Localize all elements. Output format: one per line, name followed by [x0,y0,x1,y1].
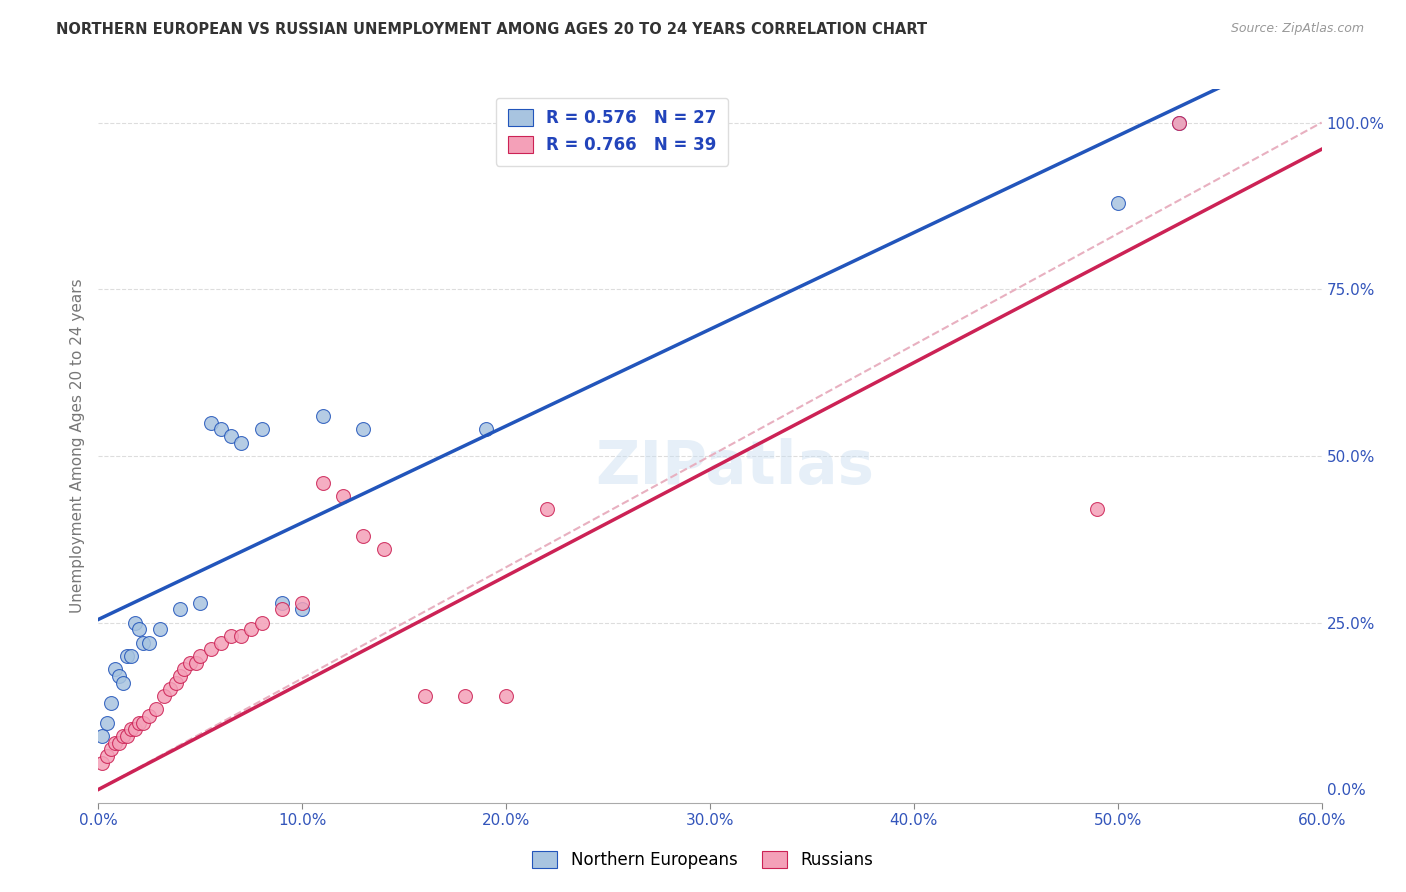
Point [96,715,118,730]
Point [91,756,114,770]
Point [173,662,195,676]
Legend: R = 0.576   N = 27, R = 0.766   N = 39: R = 0.576 N = 27, R = 0.766 N = 39 [496,97,728,166]
Point [169,669,191,683]
Point [200,642,222,657]
Point [179,656,201,670]
Point [138,709,160,723]
Legend: Northern Europeans, Russians: Northern Europeans, Russians [523,841,883,880]
Point [332,489,354,503]
Point [115,649,138,664]
Point [91,729,114,743]
Point [128,715,150,730]
Point [128,623,150,637]
Point [149,623,172,637]
Point [138,636,160,650]
Point [115,729,138,743]
Point [209,636,232,650]
Point [108,669,131,683]
Point [96,749,118,764]
Point [159,682,181,697]
Point [100,742,122,756]
Point [231,629,253,643]
Point [169,602,191,616]
Point [312,409,335,423]
Point [352,422,374,436]
Point [219,429,242,443]
Point [312,475,335,490]
Point [104,736,127,750]
Point [352,529,374,543]
Point [219,629,242,643]
Point [132,636,155,650]
Point [413,689,436,703]
Point [165,675,187,690]
Y-axis label: Unemployment Among Ages 20 to 24 years: Unemployment Among Ages 20 to 24 years [69,278,84,614]
Point [270,596,294,610]
Point [291,602,314,616]
Point [1167,115,1189,129]
Text: Source: ZipAtlas.com: Source: ZipAtlas.com [1230,22,1364,36]
Point [120,723,142,737]
Point [209,422,232,436]
Point [250,615,273,630]
Point [1085,502,1108,516]
Point [188,649,212,664]
Point [145,702,167,716]
Point [186,656,208,670]
Point [240,623,263,637]
Point [124,723,146,737]
Point [152,689,174,703]
Point [1107,195,1129,210]
Point [536,502,558,516]
Point [100,696,122,710]
Text: NORTHERN EUROPEAN VS RUSSIAN UNEMPLOYMENT AMONG AGES 20 TO 24 YEARS CORRELATION : NORTHERN EUROPEAN VS RUSSIAN UNEMPLOYMEN… [56,22,928,37]
Point [111,675,134,690]
Point [270,602,294,616]
Text: ZIPatlas: ZIPatlas [595,438,875,497]
Point [104,662,127,676]
Point [1167,115,1189,129]
Point [124,615,146,630]
Point [200,416,222,430]
Point [120,649,142,664]
Point [495,689,517,703]
Point [111,729,134,743]
Point [132,715,155,730]
Point [188,596,212,610]
Point [231,435,253,450]
Point [474,422,498,436]
Point [250,422,273,436]
Point [454,689,477,703]
Point [108,736,131,750]
Point [373,542,395,557]
Point [291,596,314,610]
